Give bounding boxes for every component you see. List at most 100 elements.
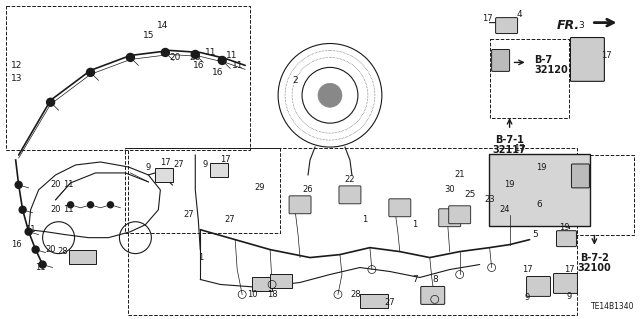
Text: 2: 2 xyxy=(292,76,298,85)
Circle shape xyxy=(47,98,54,106)
Text: 11: 11 xyxy=(26,225,36,234)
Text: 11: 11 xyxy=(63,180,74,189)
Text: 19: 19 xyxy=(504,180,515,189)
Text: 28: 28 xyxy=(57,247,68,256)
Text: 32100: 32100 xyxy=(577,263,611,272)
FancyBboxPatch shape xyxy=(339,186,361,204)
Text: 20: 20 xyxy=(170,53,181,62)
Circle shape xyxy=(191,50,199,58)
Text: 19: 19 xyxy=(536,163,547,173)
Text: 28: 28 xyxy=(351,290,361,299)
Text: 17: 17 xyxy=(515,144,525,152)
Text: 20: 20 xyxy=(45,245,56,254)
Text: 18: 18 xyxy=(267,290,277,299)
Circle shape xyxy=(68,202,74,208)
FancyBboxPatch shape xyxy=(449,206,470,224)
Text: 17: 17 xyxy=(160,159,171,167)
Circle shape xyxy=(108,202,113,208)
Text: 19: 19 xyxy=(559,223,570,232)
Text: B-7-2: B-7-2 xyxy=(580,253,609,263)
Text: TE14B1340: TE14B1340 xyxy=(591,302,634,311)
Text: 27: 27 xyxy=(183,210,193,219)
FancyBboxPatch shape xyxy=(495,18,518,33)
Bar xyxy=(360,294,388,308)
Text: 17: 17 xyxy=(601,51,612,60)
Circle shape xyxy=(39,261,46,268)
Bar xyxy=(6,6,250,150)
Text: 25: 25 xyxy=(464,190,476,199)
Text: 29: 29 xyxy=(255,183,266,192)
Text: 32117: 32117 xyxy=(493,145,527,155)
FancyBboxPatch shape xyxy=(488,154,591,226)
Text: 11: 11 xyxy=(35,263,46,272)
Text: 20: 20 xyxy=(51,205,61,214)
Text: 27: 27 xyxy=(173,160,184,169)
Text: 26: 26 xyxy=(303,185,314,194)
Text: 15: 15 xyxy=(143,31,154,40)
Text: 3: 3 xyxy=(579,21,584,30)
Circle shape xyxy=(218,56,226,64)
Text: 9: 9 xyxy=(525,293,530,302)
Text: 4: 4 xyxy=(516,10,522,19)
Text: 17: 17 xyxy=(220,155,230,165)
Text: 22: 22 xyxy=(345,175,355,184)
Text: 14: 14 xyxy=(157,21,168,30)
Circle shape xyxy=(19,206,26,213)
FancyBboxPatch shape xyxy=(554,273,577,293)
Bar xyxy=(252,278,272,292)
Text: 16: 16 xyxy=(211,68,223,77)
Bar xyxy=(68,249,97,263)
Text: 13: 13 xyxy=(11,74,22,83)
Text: 1: 1 xyxy=(198,253,203,262)
Text: 16: 16 xyxy=(193,61,204,70)
Bar xyxy=(125,148,280,233)
Bar xyxy=(156,168,173,182)
Circle shape xyxy=(86,68,95,76)
Text: 27: 27 xyxy=(225,215,236,224)
Text: 8: 8 xyxy=(432,275,438,284)
Circle shape xyxy=(15,182,22,189)
Bar xyxy=(270,274,292,288)
Text: 27: 27 xyxy=(385,298,395,307)
Text: 6: 6 xyxy=(537,200,542,209)
FancyBboxPatch shape xyxy=(439,209,461,227)
FancyBboxPatch shape xyxy=(420,286,445,304)
Text: 17: 17 xyxy=(522,265,533,274)
Text: 17: 17 xyxy=(564,265,575,274)
Text: 16: 16 xyxy=(12,240,22,249)
FancyBboxPatch shape xyxy=(492,49,509,71)
Circle shape xyxy=(88,202,93,208)
Circle shape xyxy=(127,54,134,62)
Text: 23: 23 xyxy=(484,195,495,204)
FancyBboxPatch shape xyxy=(557,231,577,247)
FancyBboxPatch shape xyxy=(289,196,311,214)
Text: FR.: FR. xyxy=(556,19,579,32)
Text: 11: 11 xyxy=(232,61,244,70)
Circle shape xyxy=(161,48,170,56)
Text: 10: 10 xyxy=(247,290,257,299)
Text: 17: 17 xyxy=(483,14,493,23)
Circle shape xyxy=(25,228,32,235)
Text: 9: 9 xyxy=(567,292,572,301)
Text: 21: 21 xyxy=(454,170,465,179)
Text: B-7-1: B-7-1 xyxy=(495,135,524,145)
Bar xyxy=(570,155,634,235)
Text: 30: 30 xyxy=(444,185,455,194)
Bar xyxy=(210,163,228,177)
Text: 20: 20 xyxy=(189,53,201,62)
FancyBboxPatch shape xyxy=(389,199,411,217)
Text: 32120: 32120 xyxy=(534,65,568,75)
Text: 7: 7 xyxy=(412,275,418,284)
Bar xyxy=(129,148,577,315)
Text: 11: 11 xyxy=(205,48,216,57)
Text: 9: 9 xyxy=(146,163,151,173)
Text: 1: 1 xyxy=(412,220,417,229)
Text: 5: 5 xyxy=(532,230,538,239)
Circle shape xyxy=(32,246,39,253)
Text: 12: 12 xyxy=(11,61,22,70)
Text: 1: 1 xyxy=(362,215,367,224)
FancyBboxPatch shape xyxy=(527,277,550,296)
Text: 11: 11 xyxy=(227,51,238,60)
FancyBboxPatch shape xyxy=(570,38,604,81)
Bar xyxy=(490,39,570,118)
